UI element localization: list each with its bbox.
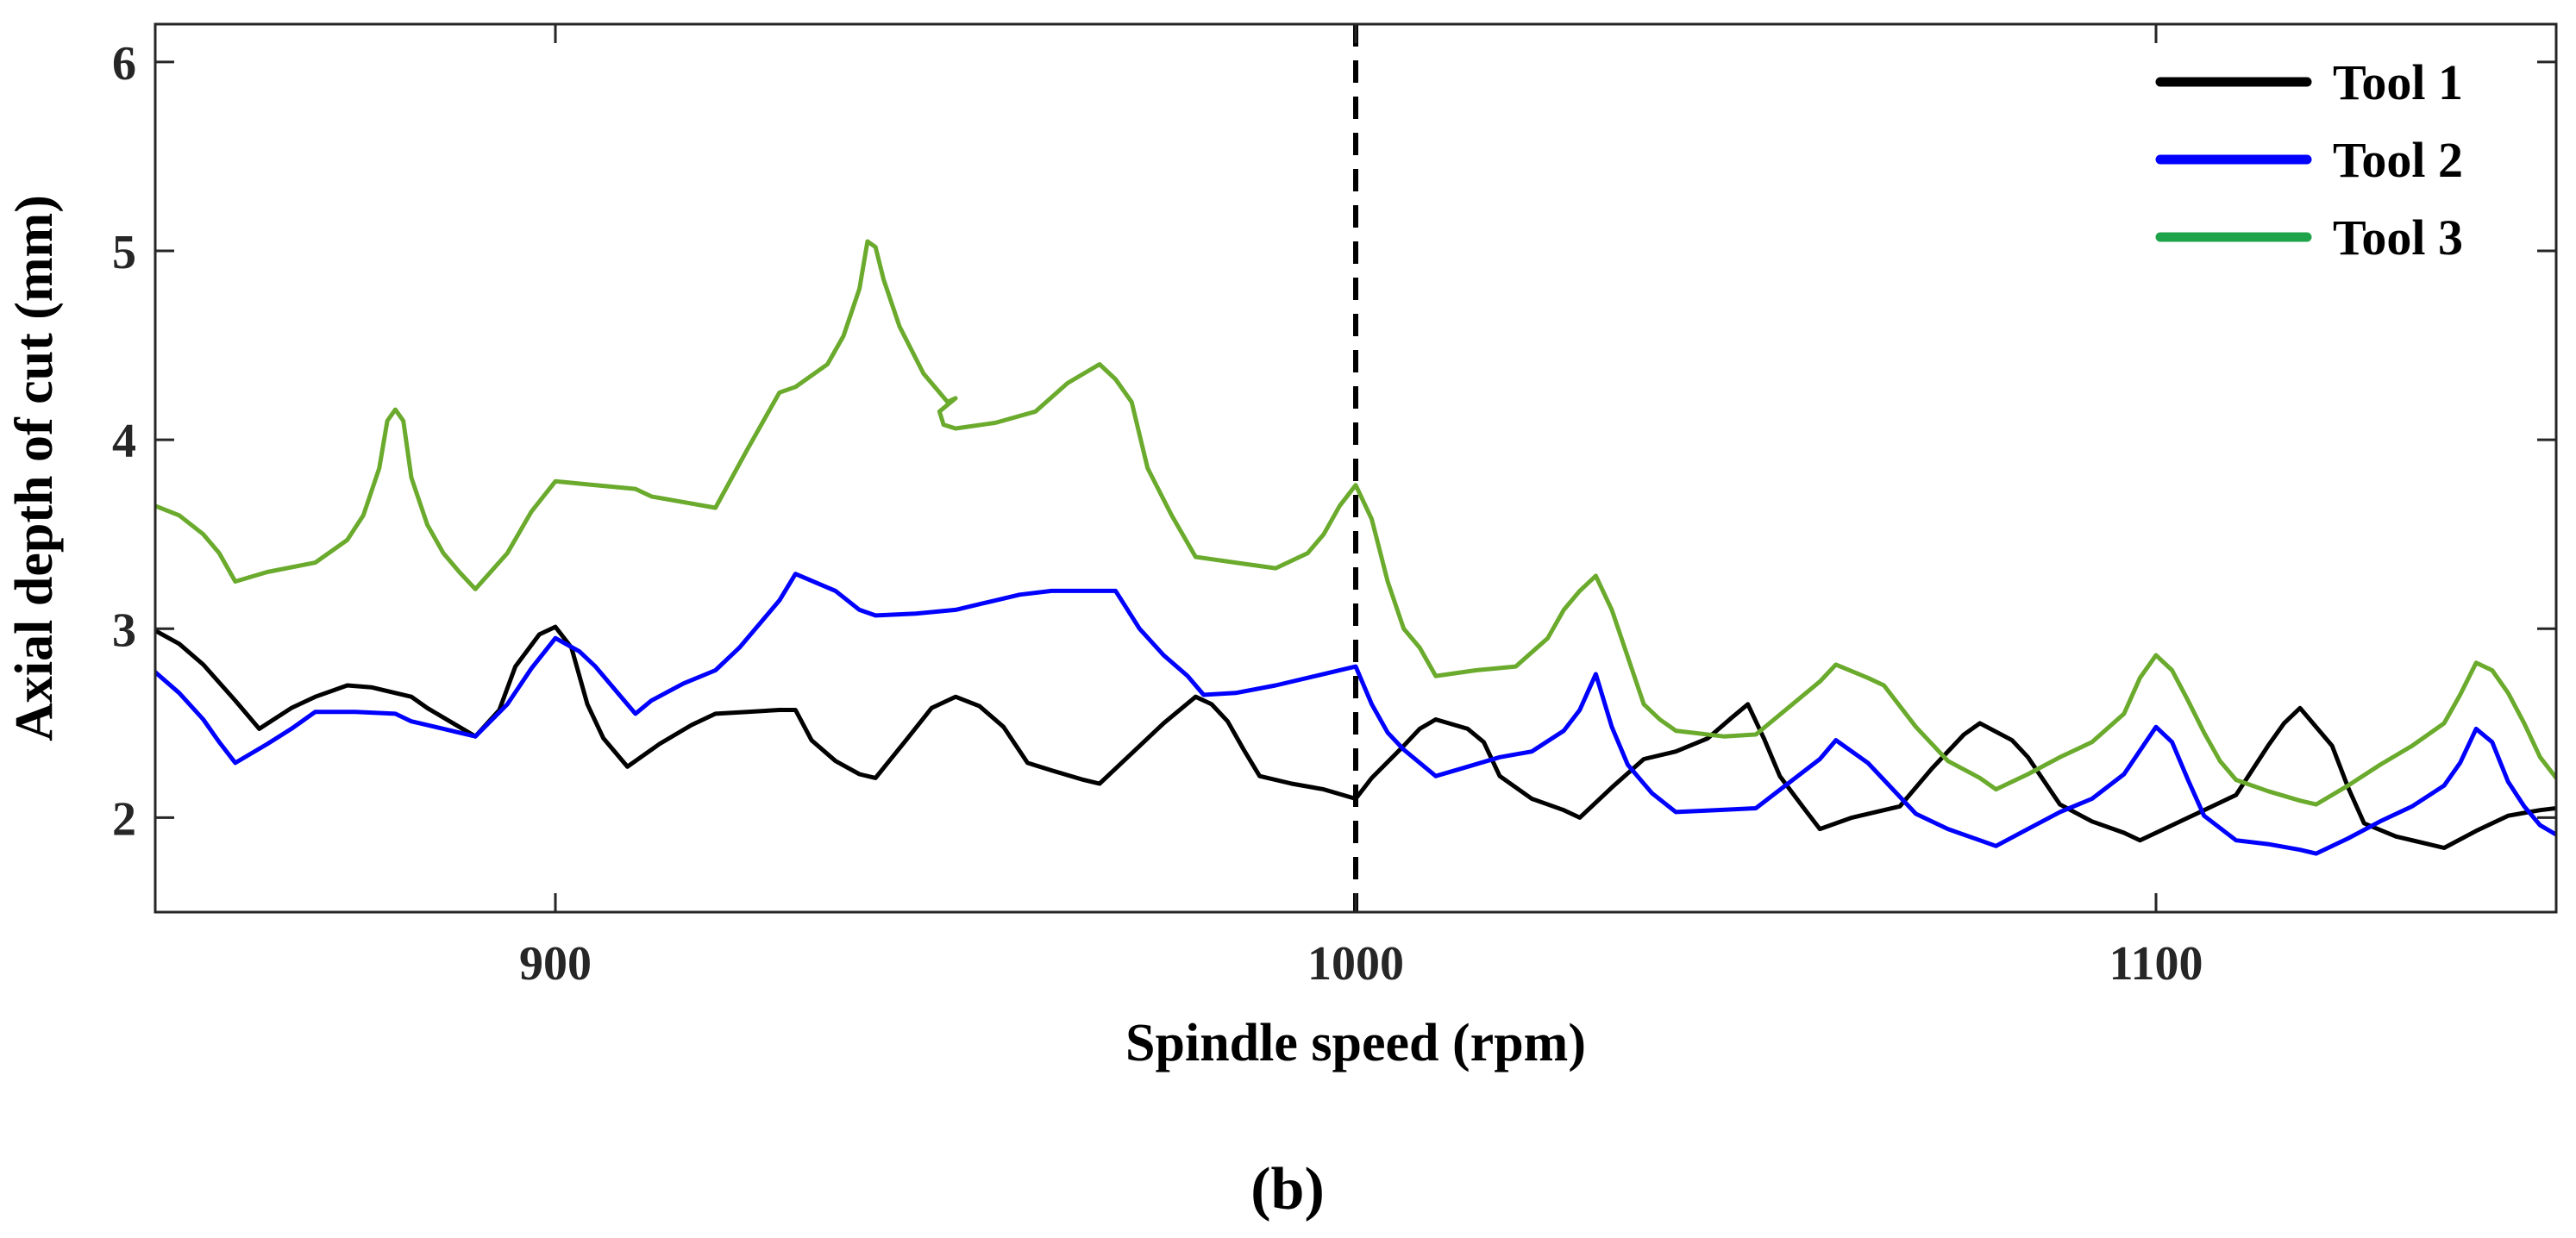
series-line-tool-2: [155, 572, 2556, 856]
legend: Tool 1 Tool 2 Tool 3: [2155, 54, 2463, 266]
y-axis-title: Axial depth of cut (mm): [5, 195, 64, 741]
x-tick-label: 1100: [2109, 937, 2203, 991]
x-axis: 900 1000 1100: [519, 24, 2203, 991]
x-axis-title: Spindle speed (rpm): [1125, 1014, 1586, 1072]
y-tick-label: 5: [112, 226, 136, 279]
series-layer: [155, 239, 2556, 856]
x-tick-label: 1000: [1307, 937, 1404, 991]
panel-label: (b): [1250, 1156, 1325, 1222]
legend-label-tool-3: Tool 3: [2333, 209, 2463, 266]
y-tick-label: 3: [112, 603, 136, 657]
legend-label-tool-2: Tool 2: [2333, 132, 2463, 188]
series-line-tool-1: [155, 624, 2556, 850]
y-tick-label: 2: [112, 792, 136, 846]
y-axis: 2 3 4 5 6: [112, 37, 2556, 846]
legend-label-tool-1: Tool 1: [2333, 54, 2463, 110]
y-tick-label: 6: [112, 37, 136, 91]
series-line-tool-3: [155, 239, 2556, 807]
y-tick-label: 4: [112, 415, 136, 468]
x-tick-label: 900: [519, 937, 592, 991]
